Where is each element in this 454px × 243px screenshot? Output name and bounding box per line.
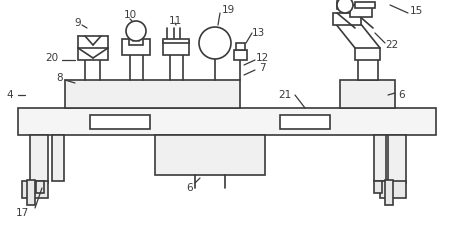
Bar xyxy=(163,39,189,43)
Text: 19: 19 xyxy=(222,5,235,15)
Bar xyxy=(90,115,150,129)
Bar xyxy=(234,50,247,60)
Text: 6: 6 xyxy=(187,183,193,193)
Bar xyxy=(27,180,35,205)
Bar xyxy=(163,41,189,55)
Bar xyxy=(358,58,378,80)
Bar xyxy=(337,1,349,9)
Bar xyxy=(22,181,48,198)
Bar xyxy=(129,37,143,45)
Bar xyxy=(385,180,393,205)
Bar xyxy=(374,135,386,181)
Circle shape xyxy=(199,27,231,59)
Text: 17: 17 xyxy=(15,208,29,218)
Bar xyxy=(355,2,375,8)
Bar xyxy=(374,181,382,193)
Text: 21: 21 xyxy=(278,90,291,100)
Text: 13: 13 xyxy=(252,28,265,38)
Bar xyxy=(350,5,372,17)
Text: 12: 12 xyxy=(255,53,269,63)
Bar xyxy=(18,108,436,135)
Bar xyxy=(122,39,150,55)
Bar xyxy=(236,43,245,50)
Text: 22: 22 xyxy=(385,40,399,50)
Bar xyxy=(30,135,48,183)
Text: 6: 6 xyxy=(399,90,405,100)
Bar xyxy=(155,135,265,175)
Text: 9: 9 xyxy=(75,18,81,28)
Text: 10: 10 xyxy=(123,10,137,20)
Bar xyxy=(355,48,380,60)
Bar xyxy=(388,135,406,183)
Bar xyxy=(36,181,44,193)
Bar xyxy=(65,80,240,108)
Text: 7: 7 xyxy=(259,63,265,73)
Bar xyxy=(52,135,64,181)
Text: 20: 20 xyxy=(45,53,59,63)
Bar xyxy=(333,13,361,25)
Circle shape xyxy=(337,0,353,13)
Circle shape xyxy=(126,21,146,41)
Text: 8: 8 xyxy=(57,73,63,83)
Bar xyxy=(340,80,395,108)
Text: 4: 4 xyxy=(7,90,13,100)
Bar xyxy=(280,115,330,129)
Bar xyxy=(78,48,108,60)
Bar xyxy=(380,181,406,198)
Text: 11: 11 xyxy=(168,16,182,26)
Text: 15: 15 xyxy=(410,6,423,16)
